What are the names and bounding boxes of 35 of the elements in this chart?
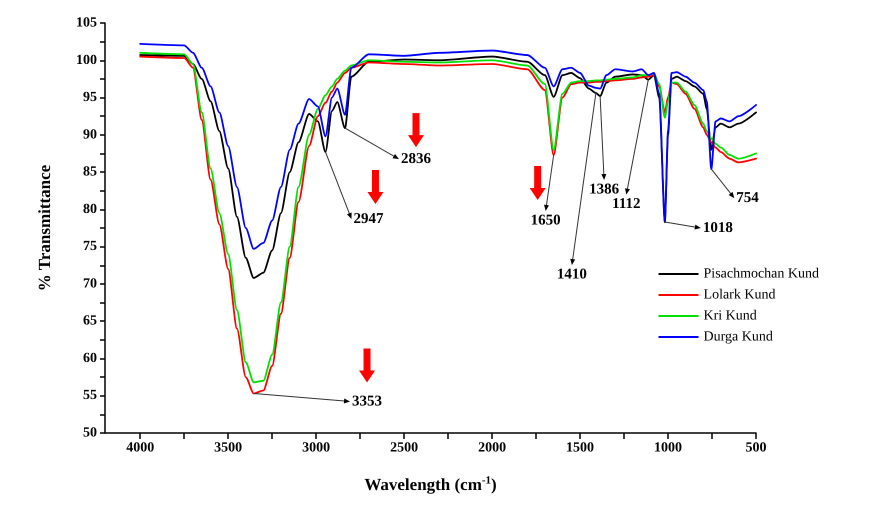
y-tick-label: 105 <box>76 16 97 30</box>
y-tick-label: 60 <box>83 350 97 366</box>
annotation: 3353 <box>352 393 382 410</box>
y-tick-label: 65 <box>83 314 97 329</box>
annotation: 1112 <box>612 196 640 212</box>
x-tick-label: 3000 <box>302 440 330 456</box>
annotation: 2836 <box>400 151 432 168</box>
y-tick-label: 95 <box>83 90 97 106</box>
y-tick-label: 100 <box>76 52 97 68</box>
annotation: 1410 <box>556 266 587 283</box>
y-tick-label: 90 <box>83 127 97 142</box>
x-tick-label: 500 <box>746 440 766 456</box>
annotation: 2947 <box>353 210 384 227</box>
x-tick-label: 3500 <box>214 440 242 456</box>
y-tick-label: 80 <box>83 202 97 217</box>
y-tick-label: 85 <box>83 164 97 180</box>
y-tick-label: 50 <box>83 426 97 440</box>
x-tick-label: 1500 <box>566 440 594 456</box>
x-tick-label: 2000 <box>478 440 506 456</box>
x-tick-label: 4000 <box>126 440 154 456</box>
annotation: 1386 <box>589 182 620 198</box>
y-tick-label: 70 <box>83 276 97 292</box>
y-axis-title: % Transmittance <box>35 164 54 292</box>
legend-label: Lolark Kund <box>704 288 776 302</box>
annotation: 754 <box>736 190 760 206</box>
legend-label: Durga Kund <box>704 330 773 344</box>
x-tick-label: 2500 <box>390 440 418 456</box>
x-tick-label: 1000 <box>654 440 682 456</box>
line-series <box>139 42 757 250</box>
legend-label: Kri Kund <box>704 308 757 324</box>
y-tick-label: 75 <box>83 239 97 254</box>
y-tick-label: 55 <box>83 388 97 404</box>
legend-label: Pisachmochan Kund <box>704 266 820 282</box>
annotation: 1018 <box>702 220 733 236</box>
annotation: 1650 <box>530 212 561 228</box>
